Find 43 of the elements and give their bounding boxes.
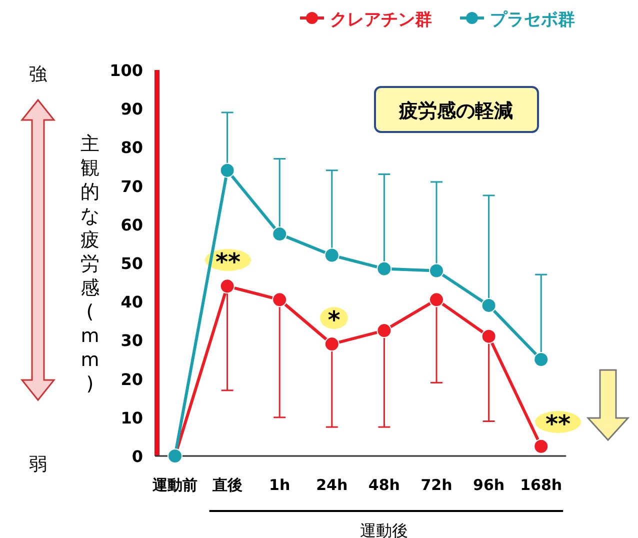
y-tick-label: 70 [120,176,143,196]
y-tick-label: 60 [120,215,143,234]
x-tick-label: 72h [420,476,452,494]
x-tick-label: 168h [520,476,562,494]
annotation: ** [215,248,241,276]
y-tick-label: 90 [120,100,143,119]
point [376,323,392,338]
point [376,261,392,276]
x-axis-title: 運動後 [360,521,408,538]
point [324,248,340,263]
point [481,328,496,344]
y-tick-label: 30 [120,331,143,350]
x-tick-label: 運動前 [152,476,198,494]
legend-label: クレアチン群 [330,10,432,30]
legend-label: プラセボ群 [490,10,575,30]
point [272,292,288,308]
x-tick-label: 96h [473,476,505,494]
x-tick-label: 1h [269,476,290,494]
point [220,162,235,178]
point [429,292,444,308]
point [429,263,444,278]
y-tick-label: 10 [120,408,143,428]
annotation: ** [545,410,571,438]
y-tick-label: 0 [132,447,143,466]
text: 強 [29,64,47,85]
text: 主観的な疲労感(mm) [80,133,100,395]
y-tick-label: 20 [120,370,143,389]
y-tick-label: 100 [110,61,143,80]
point [324,336,340,352]
x-tick-label: 24h [316,476,348,494]
x-tick-label: 48h [368,476,400,494]
y-tick-label: 40 [120,292,143,312]
annotation: * [328,306,341,334]
y-tick-label: 80 [120,138,143,158]
point [534,352,549,367]
point [220,278,235,294]
x-tick-label: 直後 [211,476,242,494]
point [481,298,496,313]
text: 疲労感の軽減 [398,100,513,122]
y-tick-label: 50 [120,254,143,273]
point [272,226,288,242]
text: 弱 [29,454,47,475]
point [534,438,549,454]
